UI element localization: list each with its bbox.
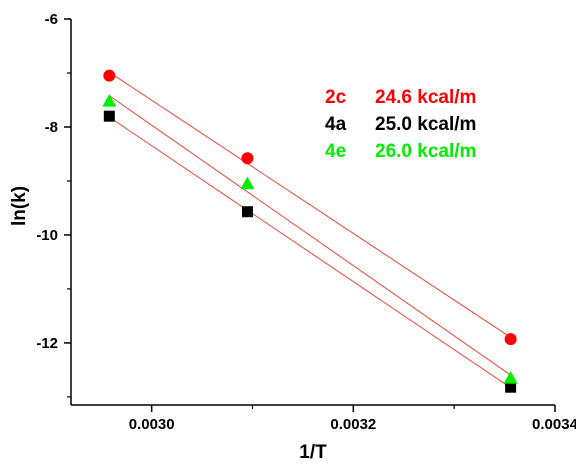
- marker-2c: [103, 69, 116, 82]
- y-tick-label: -8: [45, 119, 58, 136]
- legend-series-name: 4e: [325, 141, 346, 162]
- y-tick-label: -12: [36, 335, 58, 352]
- data-markers: [102, 69, 518, 393]
- x-tick-label: 0.0032: [330, 416, 376, 433]
- marker-2c: [241, 152, 254, 165]
- x-tick-label: 0.0034: [532, 416, 576, 433]
- marker-4a: [241, 206, 253, 218]
- legend-series-name: 4a: [325, 114, 347, 135]
- marker-4e: [240, 176, 255, 190]
- y-axis-title: ln(k): [9, 186, 30, 226]
- marker-4e: [503, 371, 518, 384]
- marker-4a: [103, 110, 115, 122]
- x-axis-title: 1/T: [299, 442, 327, 463]
- marker-4e: [102, 94, 117, 107]
- fit-line-2c: [109, 71, 511, 338]
- legend-energy-label: 24.6 kcal/m: [375, 87, 476, 108]
- marker-2c: [504, 333, 517, 346]
- marker-4a: [505, 381, 517, 393]
- y-tick-label: -6: [45, 11, 58, 28]
- x-tick-label: 0.0030: [129, 416, 175, 433]
- legend: 2c 24.6 kcal/m 4a 25.0 kcal/m 4e 26.0 kcal/m: [325, 87, 476, 162]
- y-tick-label: -10: [36, 227, 58, 244]
- legend-energy-label: 25.0 kcal/m: [375, 114, 476, 135]
- fit-line-4e: [109, 95, 511, 376]
- fit-lines: [109, 71, 511, 389]
- legend-energy-label: 26.0 kcal/m: [375, 141, 476, 162]
- tick-labels: 0.0030 0.0032 0.0034 -6 -8 -10 -12: [36, 11, 576, 433]
- fit-line-4a: [109, 116, 511, 389]
- legend-series-name: 2c: [325, 87, 347, 108]
- axes: [64, 18, 556, 412]
